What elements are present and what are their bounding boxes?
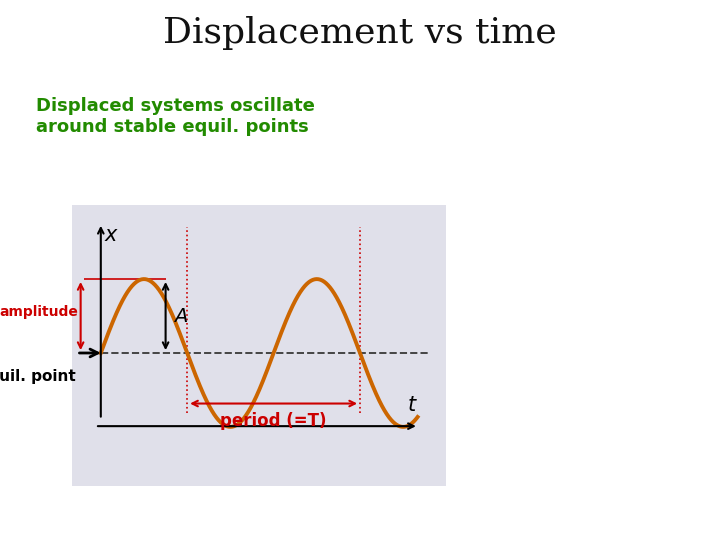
Text: x: x [105, 225, 117, 245]
Text: Displaced systems oscillate
around stable equil. points: Displaced systems oscillate around stabl… [36, 97, 315, 136]
Text: period (=T): period (=T) [220, 413, 327, 430]
Text: amplitude: amplitude [0, 305, 78, 319]
Text: Equil. point: Equil. point [0, 369, 76, 384]
Text: t: t [408, 395, 416, 415]
Text: Displacement vs time: Displacement vs time [163, 16, 557, 50]
Text: A: A [174, 307, 188, 326]
